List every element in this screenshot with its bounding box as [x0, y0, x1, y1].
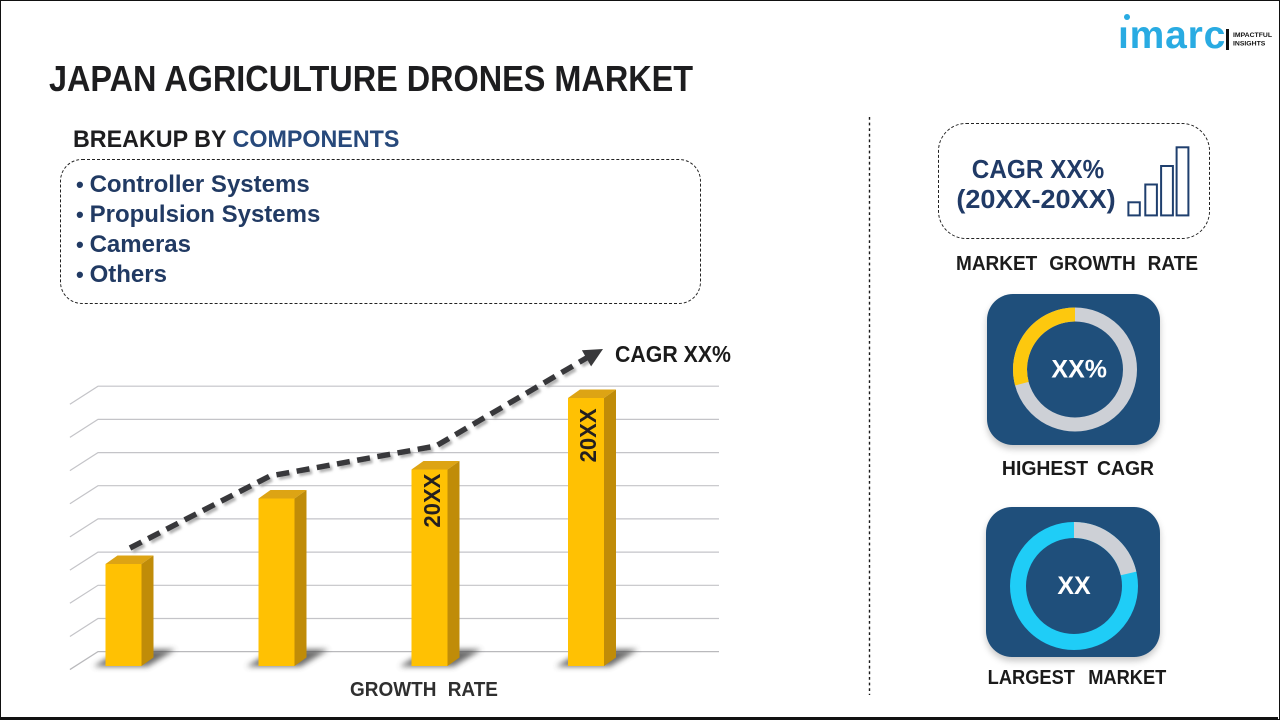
svg-text:20XX: 20XX: [576, 408, 602, 462]
svg-text:20XX: 20XX: [420, 474, 446, 528]
svg-text:XX%: XX%: [1051, 355, 1107, 383]
svg-text:XX: XX: [1057, 572, 1091, 600]
